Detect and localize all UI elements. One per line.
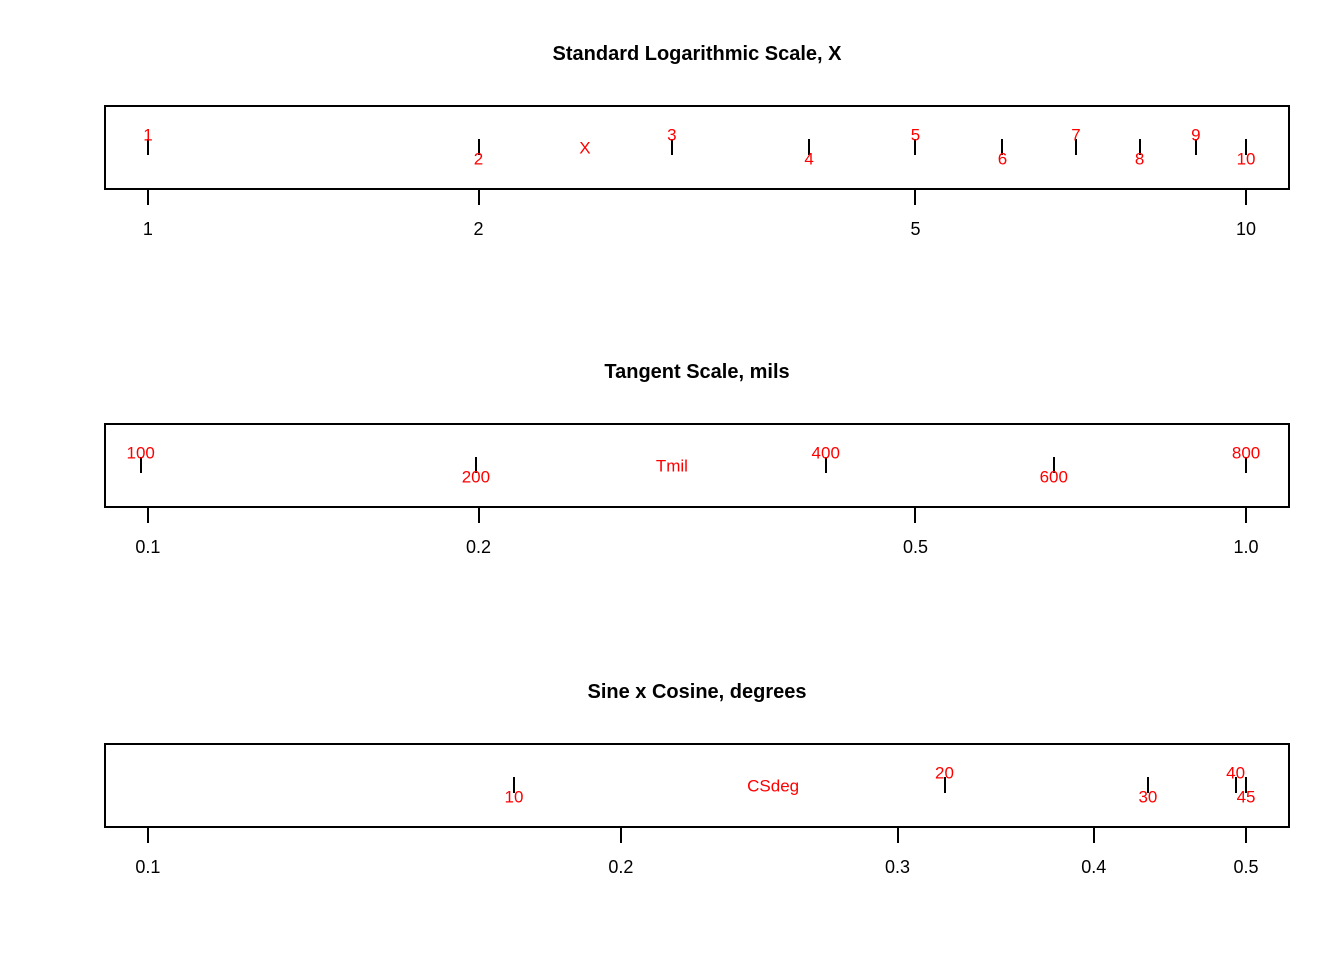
data-point-label: 200 xyxy=(461,467,491,487)
data-point-label: 4 xyxy=(804,149,814,169)
axis-tick xyxy=(896,828,899,843)
axis-tick-label: 0.2 xyxy=(608,857,634,877)
data-point-label: 2 xyxy=(473,149,484,169)
data-tick xyxy=(1194,139,1197,155)
axis-tick-label: 10 xyxy=(1236,219,1257,239)
data-point-label: 5 xyxy=(910,125,921,145)
axis-tick xyxy=(1092,828,1095,843)
data-layer: 1 2 3 4 5 6 7 8 9 10 X 1 2 5 10 xyxy=(0,0,1344,318)
data-point-label: 400 xyxy=(811,443,840,463)
data-point-label: 10 xyxy=(1236,149,1256,169)
panel-sine-cosine-scale: Sine x Cosine, degrees 10 20 30 40 45 CSdeg 0.… xyxy=(0,638,1344,956)
panel-title: Standard Logarithmic Scale, X xyxy=(552,43,842,65)
data-point-label: 600 xyxy=(1039,467,1068,487)
data-tick xyxy=(914,139,917,155)
panel-tangent-scale: Tangent Scale, mils 100 200 400 600 800 Tmil 0… xyxy=(0,318,1344,636)
data-point-label: 10 xyxy=(504,787,524,807)
axis-tick xyxy=(1245,508,1248,523)
data-tick xyxy=(1146,777,1149,793)
series-label: X xyxy=(579,138,591,157)
panel-title: Tangent Scale, mils xyxy=(604,361,790,383)
data-tick xyxy=(1234,777,1237,793)
series-label: CSdeg xyxy=(747,776,800,795)
axis-tick-label: 0.1 xyxy=(135,537,161,557)
data-point-label: 20 xyxy=(935,763,954,783)
data-point-label: 45 xyxy=(1236,787,1256,807)
axis-tick xyxy=(1245,190,1248,205)
data-tick xyxy=(670,139,673,155)
axis-tick xyxy=(146,190,149,205)
axis-tick-label: 0.5 xyxy=(1233,857,1259,877)
data-point-label: 8 xyxy=(1134,149,1145,169)
data-layer: 100 200 400 600 800 Tmil 0.1 0.2 0.5 1.0 xyxy=(0,318,1344,636)
axis-tick-label: 0.5 xyxy=(902,537,928,557)
axis-tick xyxy=(914,190,917,205)
data-tick xyxy=(513,777,516,793)
axis-tick-label: 0.2 xyxy=(465,537,492,557)
data-point-label: 800 xyxy=(1231,443,1261,463)
data-tick xyxy=(477,139,480,155)
axis-tick-label: 0.4 xyxy=(1081,857,1107,877)
plot-box xyxy=(104,423,1290,508)
data-point-label: 9 xyxy=(1191,125,1201,145)
axis-tick xyxy=(619,828,622,843)
data-point-label: 3 xyxy=(667,125,677,145)
data-layer: 10 20 30 40 45 CSdeg 0.1 0.2 0.3 0.4 0.5 xyxy=(0,638,1344,956)
data-tick xyxy=(1138,139,1141,155)
axis-tick xyxy=(146,508,149,523)
axis-tick xyxy=(914,508,917,523)
data-point-label: 7 xyxy=(1071,125,1081,145)
data-tick xyxy=(1052,457,1055,473)
axis-tick xyxy=(477,190,480,205)
axis-tick xyxy=(146,828,149,843)
plot-box xyxy=(104,105,1290,190)
panel-title: Sine x Cosine, degrees xyxy=(587,681,807,703)
data-point-label: 30 xyxy=(1138,787,1158,807)
data-tick xyxy=(1245,139,1248,155)
data-tick xyxy=(1001,139,1004,155)
axis-tick-label: 1 xyxy=(142,219,153,239)
data-tick xyxy=(146,139,149,155)
axis-tick-label: 0.3 xyxy=(885,857,911,877)
data-point-label: 6 xyxy=(997,149,1008,169)
axis-tick-label: 0.1 xyxy=(135,857,161,877)
axis-tick-label: 2 xyxy=(473,219,484,239)
plot-box xyxy=(104,743,1290,828)
data-point-label: 40 xyxy=(1226,763,1246,783)
axis-tick xyxy=(1245,828,1248,843)
data-tick xyxy=(808,139,811,155)
data-tick xyxy=(1245,457,1248,473)
data-tick xyxy=(1074,139,1077,155)
axis-tick xyxy=(477,508,480,523)
data-tick xyxy=(1245,777,1248,793)
series-label: Tmil xyxy=(655,456,688,475)
data-tick xyxy=(474,457,477,473)
data-point-label: 1 xyxy=(143,125,153,145)
data-tick xyxy=(943,777,946,793)
axis-tick-label: 1.0 xyxy=(1233,537,1259,557)
axis-tick-label: 5 xyxy=(910,219,921,239)
data-point-label: 100 xyxy=(126,443,155,463)
data-tick xyxy=(824,457,827,473)
data-tick xyxy=(139,457,142,473)
